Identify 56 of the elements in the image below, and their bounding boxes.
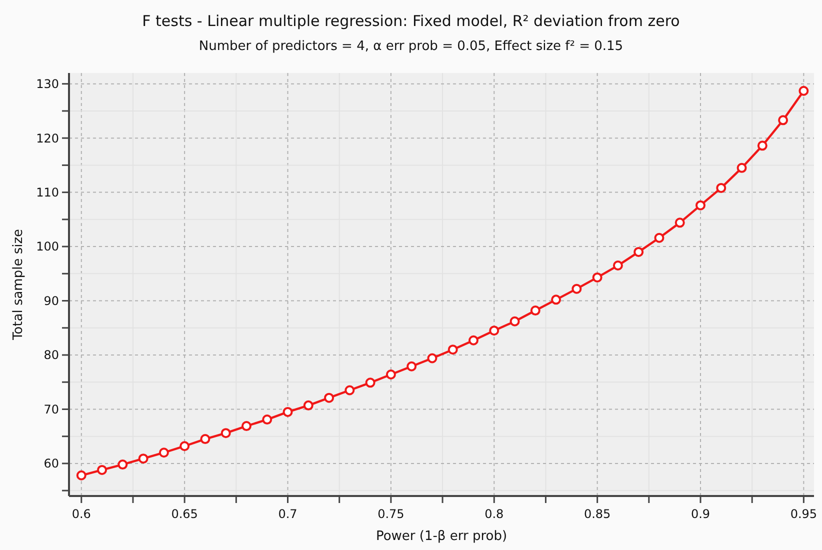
point	[220, 428, 231, 438]
point	[241, 421, 252, 432]
point	[489, 326, 500, 336]
point	[324, 392, 334, 403]
point	[386, 370, 396, 380]
x-tick-label: 0.95	[790, 507, 818, 521]
point	[282, 406, 293, 417]
point	[158, 448, 169, 458]
point	[262, 414, 272, 425]
x-tick-label: 0.6	[72, 507, 91, 521]
chart-title: F tests - Linear multiple regression: Fixed model, R² deviation from zero	[142, 12, 680, 30]
point	[427, 353, 438, 364]
point	[344, 385, 355, 396]
y-tick-label: 80	[44, 348, 59, 362]
point	[592, 272, 602, 282]
point	[448, 344, 458, 355]
point	[97, 464, 108, 475]
y-axis-title: Total sample size	[11, 228, 26, 342]
point	[736, 162, 747, 173]
y-tick-label: 100	[36, 240, 59, 254]
point	[778, 115, 788, 126]
point	[798, 86, 809, 96]
y-tick-label: 120	[36, 131, 59, 146]
x-tick-label: 0.7	[278, 507, 298, 521]
point	[634, 246, 644, 257]
point	[406, 361, 417, 372]
y-tick-label: 60	[44, 456, 59, 471]
point	[572, 284, 582, 294]
point	[303, 400, 314, 410]
point	[530, 306, 540, 316]
x-tick-label: 0.65	[171, 507, 198, 521]
point	[365, 378, 376, 388]
chart-subtitle: Number of predictors = 4, α err prob = 0.05, Effect size f² = 0.15	[198, 39, 624, 54]
point	[200, 434, 210, 444]
point	[757, 140, 768, 151]
point	[510, 316, 520, 326]
point	[138, 454, 148, 464]
point	[654, 232, 664, 243]
point	[674, 218, 685, 228]
point	[716, 182, 726, 193]
point	[76, 470, 86, 480]
point	[612, 260, 623, 271]
x-tick-label: 0.75	[378, 507, 404, 521]
y-tick-label: 110	[36, 186, 59, 200]
point	[468, 335, 478, 346]
y-tick-label: 70	[44, 402, 59, 416]
x-tick-label: 0.9	[690, 507, 710, 521]
point	[118, 460, 128, 470]
point	[551, 294, 562, 305]
point	[180, 441, 190, 452]
x-tick-label: 0.85	[584, 507, 611, 521]
point	[695, 200, 706, 210]
x-tick-label: 0.8	[484, 507, 504, 521]
x-axis-title: Power (1-β err prob)	[376, 529, 508, 544]
y-tick-label: 130	[36, 77, 59, 92]
y-tick-label: 90	[44, 294, 59, 308]
